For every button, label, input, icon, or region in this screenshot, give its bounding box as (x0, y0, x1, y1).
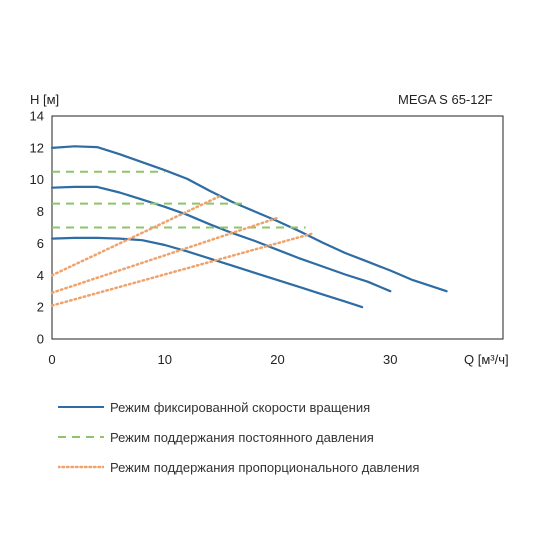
legend-label-fixed: Режим фиксированной скорости вращения (110, 399, 371, 415)
series-line-fixed (50, 145, 448, 293)
series-lines (50, 145, 448, 309)
legend-swatch-solid-icon (58, 406, 104, 408)
series-line-proportional (50, 232, 313, 307)
legend-item-fixed: Режим фиксированной скорости вращения (58, 392, 419, 422)
legend-item-constant: Режим поддержания постоянного давления (58, 422, 419, 452)
x-axis-label: Q [м³/ч] (464, 352, 509, 367)
series-line-fixed (50, 236, 364, 309)
series-line-fixed (50, 185, 392, 293)
y-tick-label: 4 (37, 268, 44, 283)
y-tick-label: 2 (37, 300, 44, 315)
y-tick-label: 8 (37, 204, 44, 219)
y-tick-label: 6 (37, 236, 44, 251)
legend-swatch-dashed-icon (58, 436, 104, 438)
axis-ticks: 0 2 4 6 8 10 12 14 0 10 20 30 (30, 109, 398, 368)
x-tick-label: 10 (158, 352, 172, 367)
legend-label-proportional: Режим поддержания пропорционального давл… (110, 459, 420, 475)
series-line-proportional (50, 216, 279, 295)
legend-label-constant: Режим поддержания постоянного давления (110, 429, 374, 445)
y-axis-label: H [м] (30, 92, 59, 107)
y-tick-label: 10 (30, 172, 44, 187)
y-tick-label: 12 (30, 140, 44, 155)
x-tick-label: 0 (48, 352, 55, 367)
series-line-proportional (50, 194, 223, 277)
x-tick-label: 30 (383, 352, 397, 367)
legend-item-proportional: Режим поддержания пропорционального давл… (58, 452, 419, 482)
x-tick-label: 20 (270, 352, 284, 367)
y-tick-label: 0 (37, 332, 44, 347)
chart-title: MEGA S 65-12F (398, 92, 493, 107)
y-tick-label: 14 (30, 109, 44, 124)
legend-swatch-dotted-icon (58, 465, 104, 469)
legend: Режим фиксированной скорости вращения Ре… (58, 392, 419, 482)
